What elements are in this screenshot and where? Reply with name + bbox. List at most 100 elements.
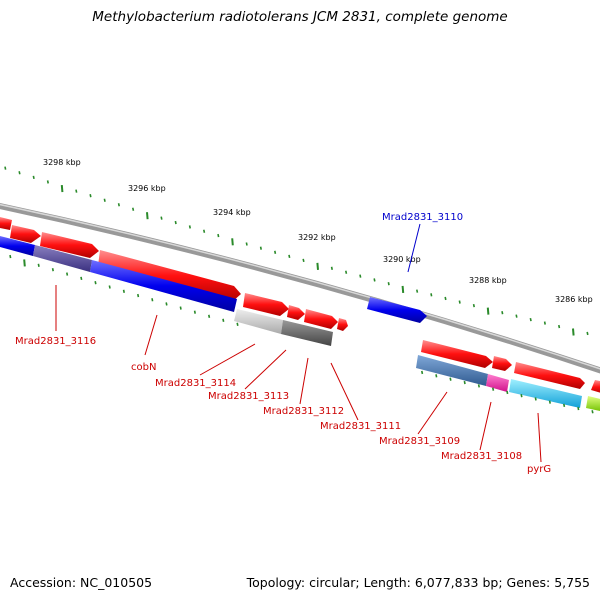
tick-mark bbox=[591, 410, 594, 414]
tick-mark bbox=[520, 394, 523, 398]
tick-mark bbox=[231, 238, 234, 246]
tick-mark bbox=[108, 285, 111, 289]
gene-arrow bbox=[10, 225, 41, 243]
tick-mark bbox=[577, 406, 580, 411]
tick-mark bbox=[51, 268, 54, 272]
tick-mark bbox=[401, 285, 405, 294]
tick-mark bbox=[486, 307, 490, 315]
tick-mark bbox=[558, 324, 561, 329]
tick-mark bbox=[75, 189, 78, 193]
gene-arrow bbox=[0, 217, 12, 230]
tick-mark bbox=[274, 250, 277, 254]
gene-block bbox=[416, 355, 488, 386]
gene-label: Mrad2831_3112 bbox=[263, 406, 344, 417]
tick-mark bbox=[543, 321, 546, 325]
tick-mark bbox=[548, 400, 551, 404]
tick-mark bbox=[46, 180, 49, 184]
gene-label: Mrad2831_3113 bbox=[208, 391, 289, 402]
label-leader-line bbox=[417, 391, 448, 435]
tick-mark bbox=[492, 387, 495, 391]
tick-mark bbox=[165, 302, 168, 306]
tick-mark bbox=[217, 233, 220, 238]
tick-mark bbox=[373, 278, 376, 282]
genome-summary-text: Topology: circular; Length: 6,077,833 bp… bbox=[246, 575, 590, 590]
coordinate-ticks: 3298 kbp 3296 kbp 3294 kbp 3292 kbp 3290 kbp… bbox=[4, 158, 594, 414]
tick-mark bbox=[444, 296, 447, 301]
label-leader-line bbox=[479, 401, 492, 451]
gene-arrow bbox=[591, 380, 600, 393]
accession-text: Accession: NC_010505 bbox=[10, 575, 153, 590]
tick-mark bbox=[236, 322, 239, 326]
label-leader-line bbox=[199, 343, 256, 376]
gene-arrow bbox=[304, 309, 338, 329]
tick-mark bbox=[421, 370, 424, 375]
genome-backbone bbox=[0, 203, 600, 374]
tick-mark bbox=[359, 274, 362, 278]
tick-mark bbox=[222, 318, 225, 322]
tick-mark bbox=[132, 207, 135, 211]
label-leader-line bbox=[537, 412, 542, 463]
tick-label: 3288 kbp bbox=[469, 276, 507, 285]
gene-block bbox=[281, 320, 333, 346]
label-leader-line bbox=[299, 357, 309, 405]
tick-mark bbox=[387, 282, 390, 286]
gene-mrad2831-3110 bbox=[367, 297, 427, 323]
tick-mark bbox=[463, 380, 466, 385]
tick-mark bbox=[18, 171, 21, 175]
gene-label: Mrad2831_3109 bbox=[379, 436, 460, 447]
tick-mark bbox=[4, 166, 7, 170]
gene-label: cobN bbox=[131, 362, 156, 373]
gene-arrow bbox=[243, 293, 289, 316]
gene-block bbox=[90, 260, 237, 312]
gene-arrow bbox=[492, 356, 512, 371]
tick-mark bbox=[89, 194, 92, 198]
tick-mark bbox=[160, 216, 163, 220]
gene-label: Mrad2831_3108 bbox=[441, 451, 522, 462]
tick-mark bbox=[245, 242, 248, 246]
tick-mark bbox=[174, 220, 177, 225]
tick-mark bbox=[9, 254, 12, 259]
tick-mark bbox=[458, 300, 461, 304]
gene-arrow bbox=[98, 250, 241, 302]
tick-mark bbox=[515, 314, 518, 318]
gene-block bbox=[234, 309, 283, 334]
tick-mark bbox=[60, 184, 64, 193]
tick-mark bbox=[259, 246, 262, 250]
tick-mark bbox=[188, 225, 191, 229]
gene-arrow bbox=[337, 318, 348, 331]
gene-arrow bbox=[287, 305, 305, 320]
tick-mark bbox=[146, 212, 149, 220]
gene-label: Mrad2831_3114 bbox=[155, 378, 236, 389]
tick-mark bbox=[416, 289, 419, 293]
gene-block bbox=[33, 245, 92, 272]
tick-mark bbox=[117, 203, 120, 207]
tick-mark bbox=[302, 258, 305, 263]
tick-mark bbox=[586, 331, 589, 336]
tick-mark bbox=[193, 310, 196, 314]
tick-mark bbox=[203, 229, 206, 233]
gene-label: Mrad2831_3111 bbox=[320, 421, 401, 432]
tick-mark bbox=[151, 298, 154, 302]
tick-label: 3290 kbp bbox=[383, 255, 421, 264]
tick-mark bbox=[449, 377, 452, 381]
tick-mark bbox=[179, 306, 182, 310]
gene-label: Mrad2831_3116 bbox=[15, 336, 96, 347]
tick-mark bbox=[529, 317, 532, 322]
tick-mark bbox=[501, 311, 504, 315]
tick-mark bbox=[94, 281, 97, 285]
gene-labels: Mrad2831_3110 Mrad2831_3116 cobN Mrad2831_3… bbox=[15, 212, 551, 475]
map-title: Methylobacterium radiotolerans JCM 2831,… bbox=[92, 9, 508, 25]
tick-mark bbox=[477, 384, 480, 388]
tick-mark bbox=[208, 314, 211, 318]
gene-label: pyrG bbox=[527, 464, 551, 475]
tick-mark bbox=[80, 276, 83, 281]
label-leader-line bbox=[407, 223, 421, 273]
tick-mark bbox=[506, 390, 509, 395]
tick-mark bbox=[330, 266, 333, 271]
tick-mark bbox=[137, 293, 140, 298]
gene-block bbox=[486, 374, 509, 392]
tick-mark bbox=[32, 175, 35, 180]
label-leader-line bbox=[244, 349, 287, 390]
